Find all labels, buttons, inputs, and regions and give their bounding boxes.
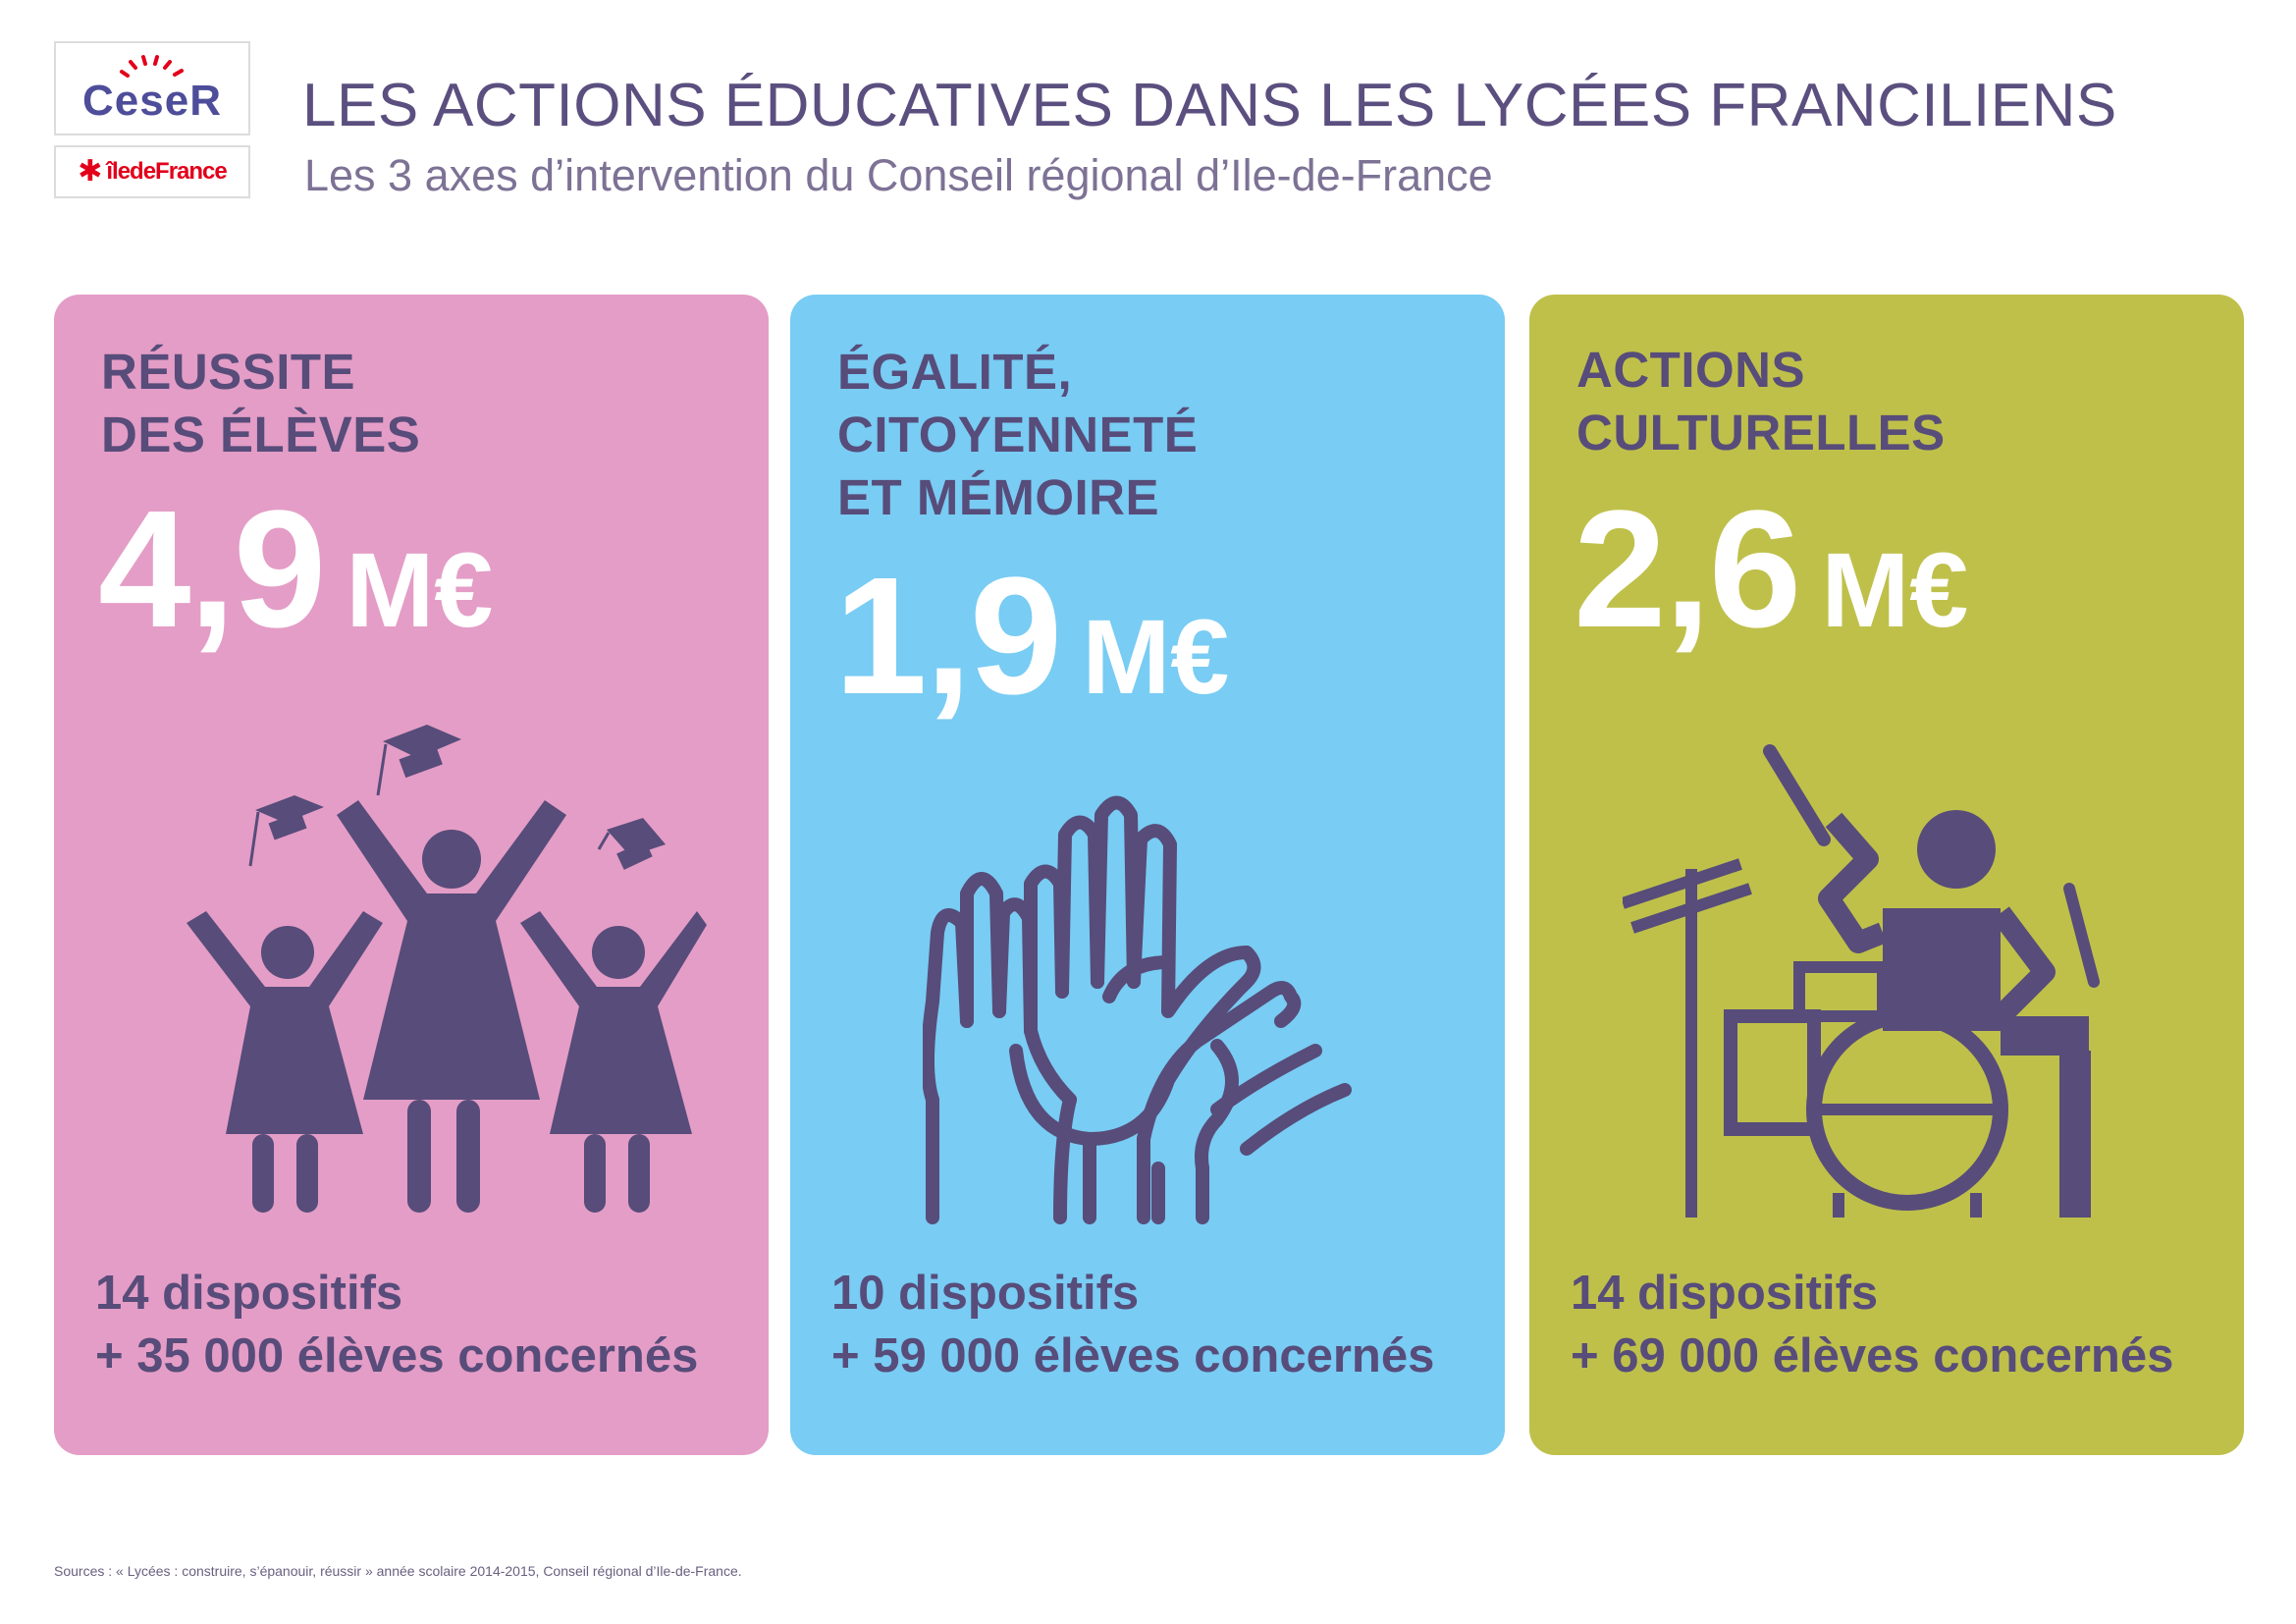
iledefrance-logo-text: îledeFrance bbox=[106, 158, 227, 185]
drummer-icon bbox=[1623, 744, 2100, 1218]
card-footer: 14 dispositifs + 35 000 élèves concernés bbox=[95, 1262, 698, 1387]
card-egalite: ÉGALITÉ, CITOYENNETÉ ET MÉMOIRE 1,9 M€ bbox=[790, 295, 1505, 1455]
raised-hands-icon bbox=[923, 795, 1352, 1224]
dispositifs-count: 14 dispositifs bbox=[1571, 1267, 1879, 1320]
dispositifs-count: 14 dispositifs bbox=[95, 1267, 403, 1320]
eleves-count: + 59 000 élèves concernés bbox=[831, 1329, 1435, 1382]
card-amount: 2,6 M€ bbox=[1574, 476, 1969, 663]
card-footer: 14 dispositifs + 69 000 élèves concernés bbox=[1571, 1262, 2173, 1387]
card-title: RÉUSSITE DES ÉLÈVES bbox=[101, 344, 421, 462]
eleves-count: + 69 000 élèves concernés bbox=[1571, 1329, 2174, 1382]
iledefrance-logo: ✱ îledeFrance bbox=[54, 145, 250, 198]
eleves-count: + 35 000 élèves concernés bbox=[95, 1329, 699, 1382]
card-amount: 4,9 M€ bbox=[98, 476, 494, 663]
page-title: LES ACTIONS ÉDUCATIVES DANS LES LYCÉES F… bbox=[302, 72, 2117, 139]
dispositifs-count: 10 dispositifs bbox=[831, 1267, 1140, 1320]
card-footer: 10 dispositifs + 59 000 élèves concernés bbox=[831, 1262, 1434, 1387]
card-actions-culturelles: ACTIONS CULTURELLES 2,6 M€ bbox=[1529, 295, 2244, 1455]
ceser-logo: CeseR bbox=[54, 41, 250, 135]
star-icon: ✱ bbox=[78, 155, 103, 188]
sources-note: Sources : « Lycées : construire, s’épano… bbox=[54, 1563, 742, 1579]
card-amount: 1,9 M€ bbox=[834, 543, 1230, 730]
card-reussite: RÉUSSITE DES ÉLÈVES 4,9 M€ bbox=[54, 295, 769, 1455]
page-subtitle: Les 3 axes d’intervention du Conseil rég… bbox=[304, 150, 1493, 200]
graduation-celebration-icon bbox=[187, 725, 707, 1213]
sun-rays-icon bbox=[120, 55, 184, 78]
ceser-logo-text: CeseR bbox=[82, 77, 222, 125]
card-title: ÉGALITÉ, CITOYENNETÉ ET MÉMOIRE bbox=[837, 344, 1199, 525]
card-title: ACTIONS CULTURELLES bbox=[1576, 342, 1946, 460]
